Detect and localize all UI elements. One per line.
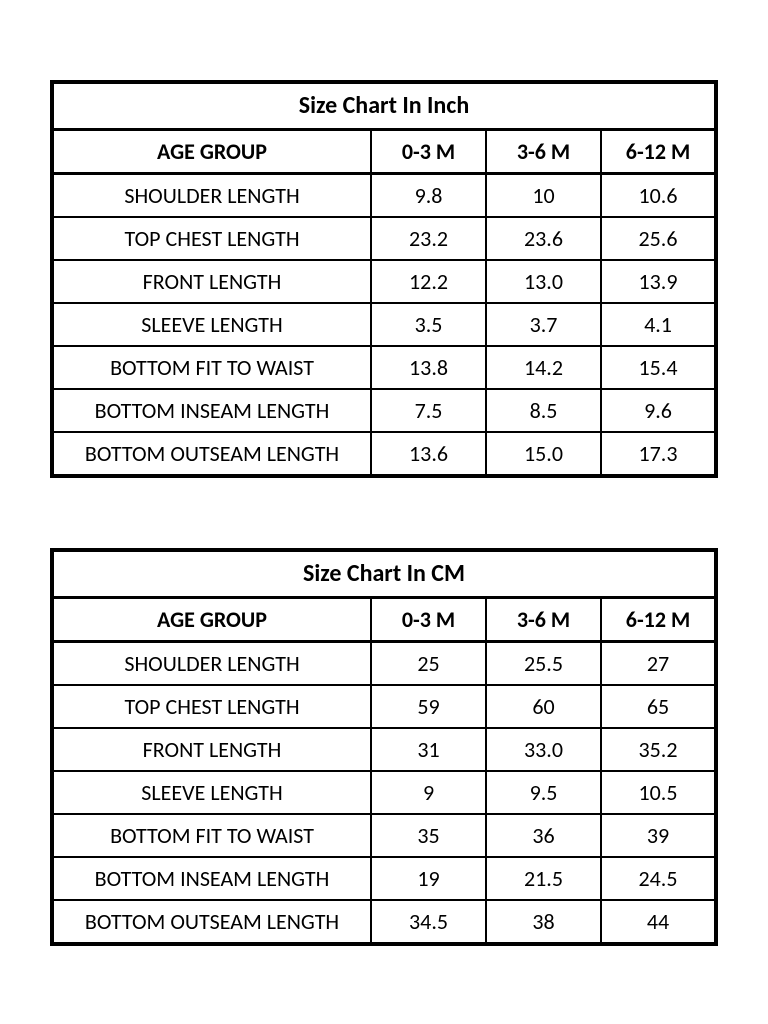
header-col-1: 3-6 M <box>486 130 601 174</box>
row-value: 36 <box>486 814 601 857</box>
table-row: TOP CHEST LENGTH 59 60 65 <box>52 685 716 728</box>
table-row: BOTTOM OUTSEAM LENGTH 34.5 38 44 <box>52 900 716 944</box>
size-chart-cm-table: Size Chart In CM AGE GROUP 0-3 M 3-6 M 6… <box>50 548 718 946</box>
row-value: 9.5 <box>486 771 601 814</box>
row-value: 7.5 <box>371 389 486 432</box>
row-label: TOP CHEST LENGTH <box>52 217 371 260</box>
row-value: 25.6 <box>601 217 716 260</box>
row-label: SLEEVE LENGTH <box>52 771 371 814</box>
size-chart-inch-table: Size Chart In Inch AGE GROUP 0-3 M 3-6 M… <box>50 80 718 478</box>
row-value: 35 <box>371 814 486 857</box>
header-age-group: AGE GROUP <box>52 598 371 642</box>
table-title-row: Size Chart In Inch <box>52 82 716 130</box>
row-value: 13.9 <box>601 260 716 303</box>
row-value: 24.5 <box>601 857 716 900</box>
table-row: FRONT LENGTH 31 33.0 35.2 <box>52 728 716 771</box>
row-value: 44 <box>601 900 716 944</box>
header-col-2: 6-12 M <box>601 130 716 174</box>
row-value: 15.0 <box>486 432 601 476</box>
header-col-1: 3-6 M <box>486 598 601 642</box>
row-value: 25.5 <box>486 642 601 686</box>
row-value: 8.5 <box>486 389 601 432</box>
row-value: 14.2 <box>486 346 601 389</box>
row-value: 39 <box>601 814 716 857</box>
row-label: FRONT LENGTH <box>52 728 371 771</box>
table-row: BOTTOM FIT TO WAIST 13.8 14.2 15.4 <box>52 346 716 389</box>
row-value: 25 <box>371 642 486 686</box>
header-col-0: 0-3 M <box>371 598 486 642</box>
row-value: 3.5 <box>371 303 486 346</box>
table-row: SLEEVE LENGTH 9 9.5 10.5 <box>52 771 716 814</box>
table-title: Size Chart In CM <box>52 550 716 598</box>
table-row: FRONT LENGTH 12.2 13.0 13.9 <box>52 260 716 303</box>
table-title: Size Chart In Inch <box>52 82 716 130</box>
row-value: 10.5 <box>601 771 716 814</box>
row-label: BOTTOM OUTSEAM LENGTH <box>52 432 371 476</box>
row-value: 13.8 <box>371 346 486 389</box>
row-label: SHOULDER LENGTH <box>52 642 371 686</box>
header-col-2: 6-12 M <box>601 598 716 642</box>
row-label: SHOULDER LENGTH <box>52 174 371 218</box>
table-title-row: Size Chart In CM <box>52 550 716 598</box>
table-row: SHOULDER LENGTH 25 25.5 27 <box>52 642 716 686</box>
row-label: SLEEVE LENGTH <box>52 303 371 346</box>
row-label: BOTTOM INSEAM LENGTH <box>52 389 371 432</box>
row-value: 33.0 <box>486 728 601 771</box>
row-value: 34.5 <box>371 900 486 944</box>
row-value: 9.8 <box>371 174 486 218</box>
row-value: 9 <box>371 771 486 814</box>
row-value: 3.7 <box>486 303 601 346</box>
row-value: 31 <box>371 728 486 771</box>
row-label: TOP CHEST LENGTH <box>52 685 371 728</box>
row-value: 10.6 <box>601 174 716 218</box>
table-row: SLEEVE LENGTH 3.5 3.7 4.1 <box>52 303 716 346</box>
row-label: BOTTOM FIT TO WAIST <box>52 814 371 857</box>
row-value: 13.0 <box>486 260 601 303</box>
row-label: FRONT LENGTH <box>52 260 371 303</box>
row-value: 15.4 <box>601 346 716 389</box>
header-col-0: 0-3 M <box>371 130 486 174</box>
table-row: BOTTOM FIT TO WAIST 35 36 39 <box>52 814 716 857</box>
row-value: 23.2 <box>371 217 486 260</box>
header-age-group: AGE GROUP <box>52 130 371 174</box>
table-row: TOP CHEST LENGTH 23.2 23.6 25.6 <box>52 217 716 260</box>
table-row: BOTTOM INSEAM LENGTH 7.5 8.5 9.6 <box>52 389 716 432</box>
row-value: 4.1 <box>601 303 716 346</box>
row-label: BOTTOM INSEAM LENGTH <box>52 857 371 900</box>
row-value: 21.5 <box>486 857 601 900</box>
row-value: 12.2 <box>371 260 486 303</box>
row-label: BOTTOM FIT TO WAIST <box>52 346 371 389</box>
table-row: SHOULDER LENGTH 9.8 10 10.6 <box>52 174 716 218</box>
row-value: 59 <box>371 685 486 728</box>
row-value: 17.3 <box>601 432 716 476</box>
row-value: 27 <box>601 642 716 686</box>
table-row: BOTTOM INSEAM LENGTH 19 21.5 24.5 <box>52 857 716 900</box>
row-value: 13.6 <box>371 432 486 476</box>
table-header-row: AGE GROUP 0-3 M 3-6 M 6-12 M <box>52 598 716 642</box>
row-value: 10 <box>486 174 601 218</box>
row-value: 60 <box>486 685 601 728</box>
row-value: 19 <box>371 857 486 900</box>
row-value: 38 <box>486 900 601 944</box>
table-row: BOTTOM OUTSEAM LENGTH 13.6 15.0 17.3 <box>52 432 716 476</box>
table-header-row: AGE GROUP 0-3 M 3-6 M 6-12 M <box>52 130 716 174</box>
row-value: 9.6 <box>601 389 716 432</box>
row-value: 65 <box>601 685 716 728</box>
row-label: BOTTOM OUTSEAM LENGTH <box>52 900 371 944</box>
row-value: 35.2 <box>601 728 716 771</box>
row-value: 23.6 <box>486 217 601 260</box>
page-container: Size Chart In Inch AGE GROUP 0-3 M 3-6 M… <box>0 0 768 946</box>
